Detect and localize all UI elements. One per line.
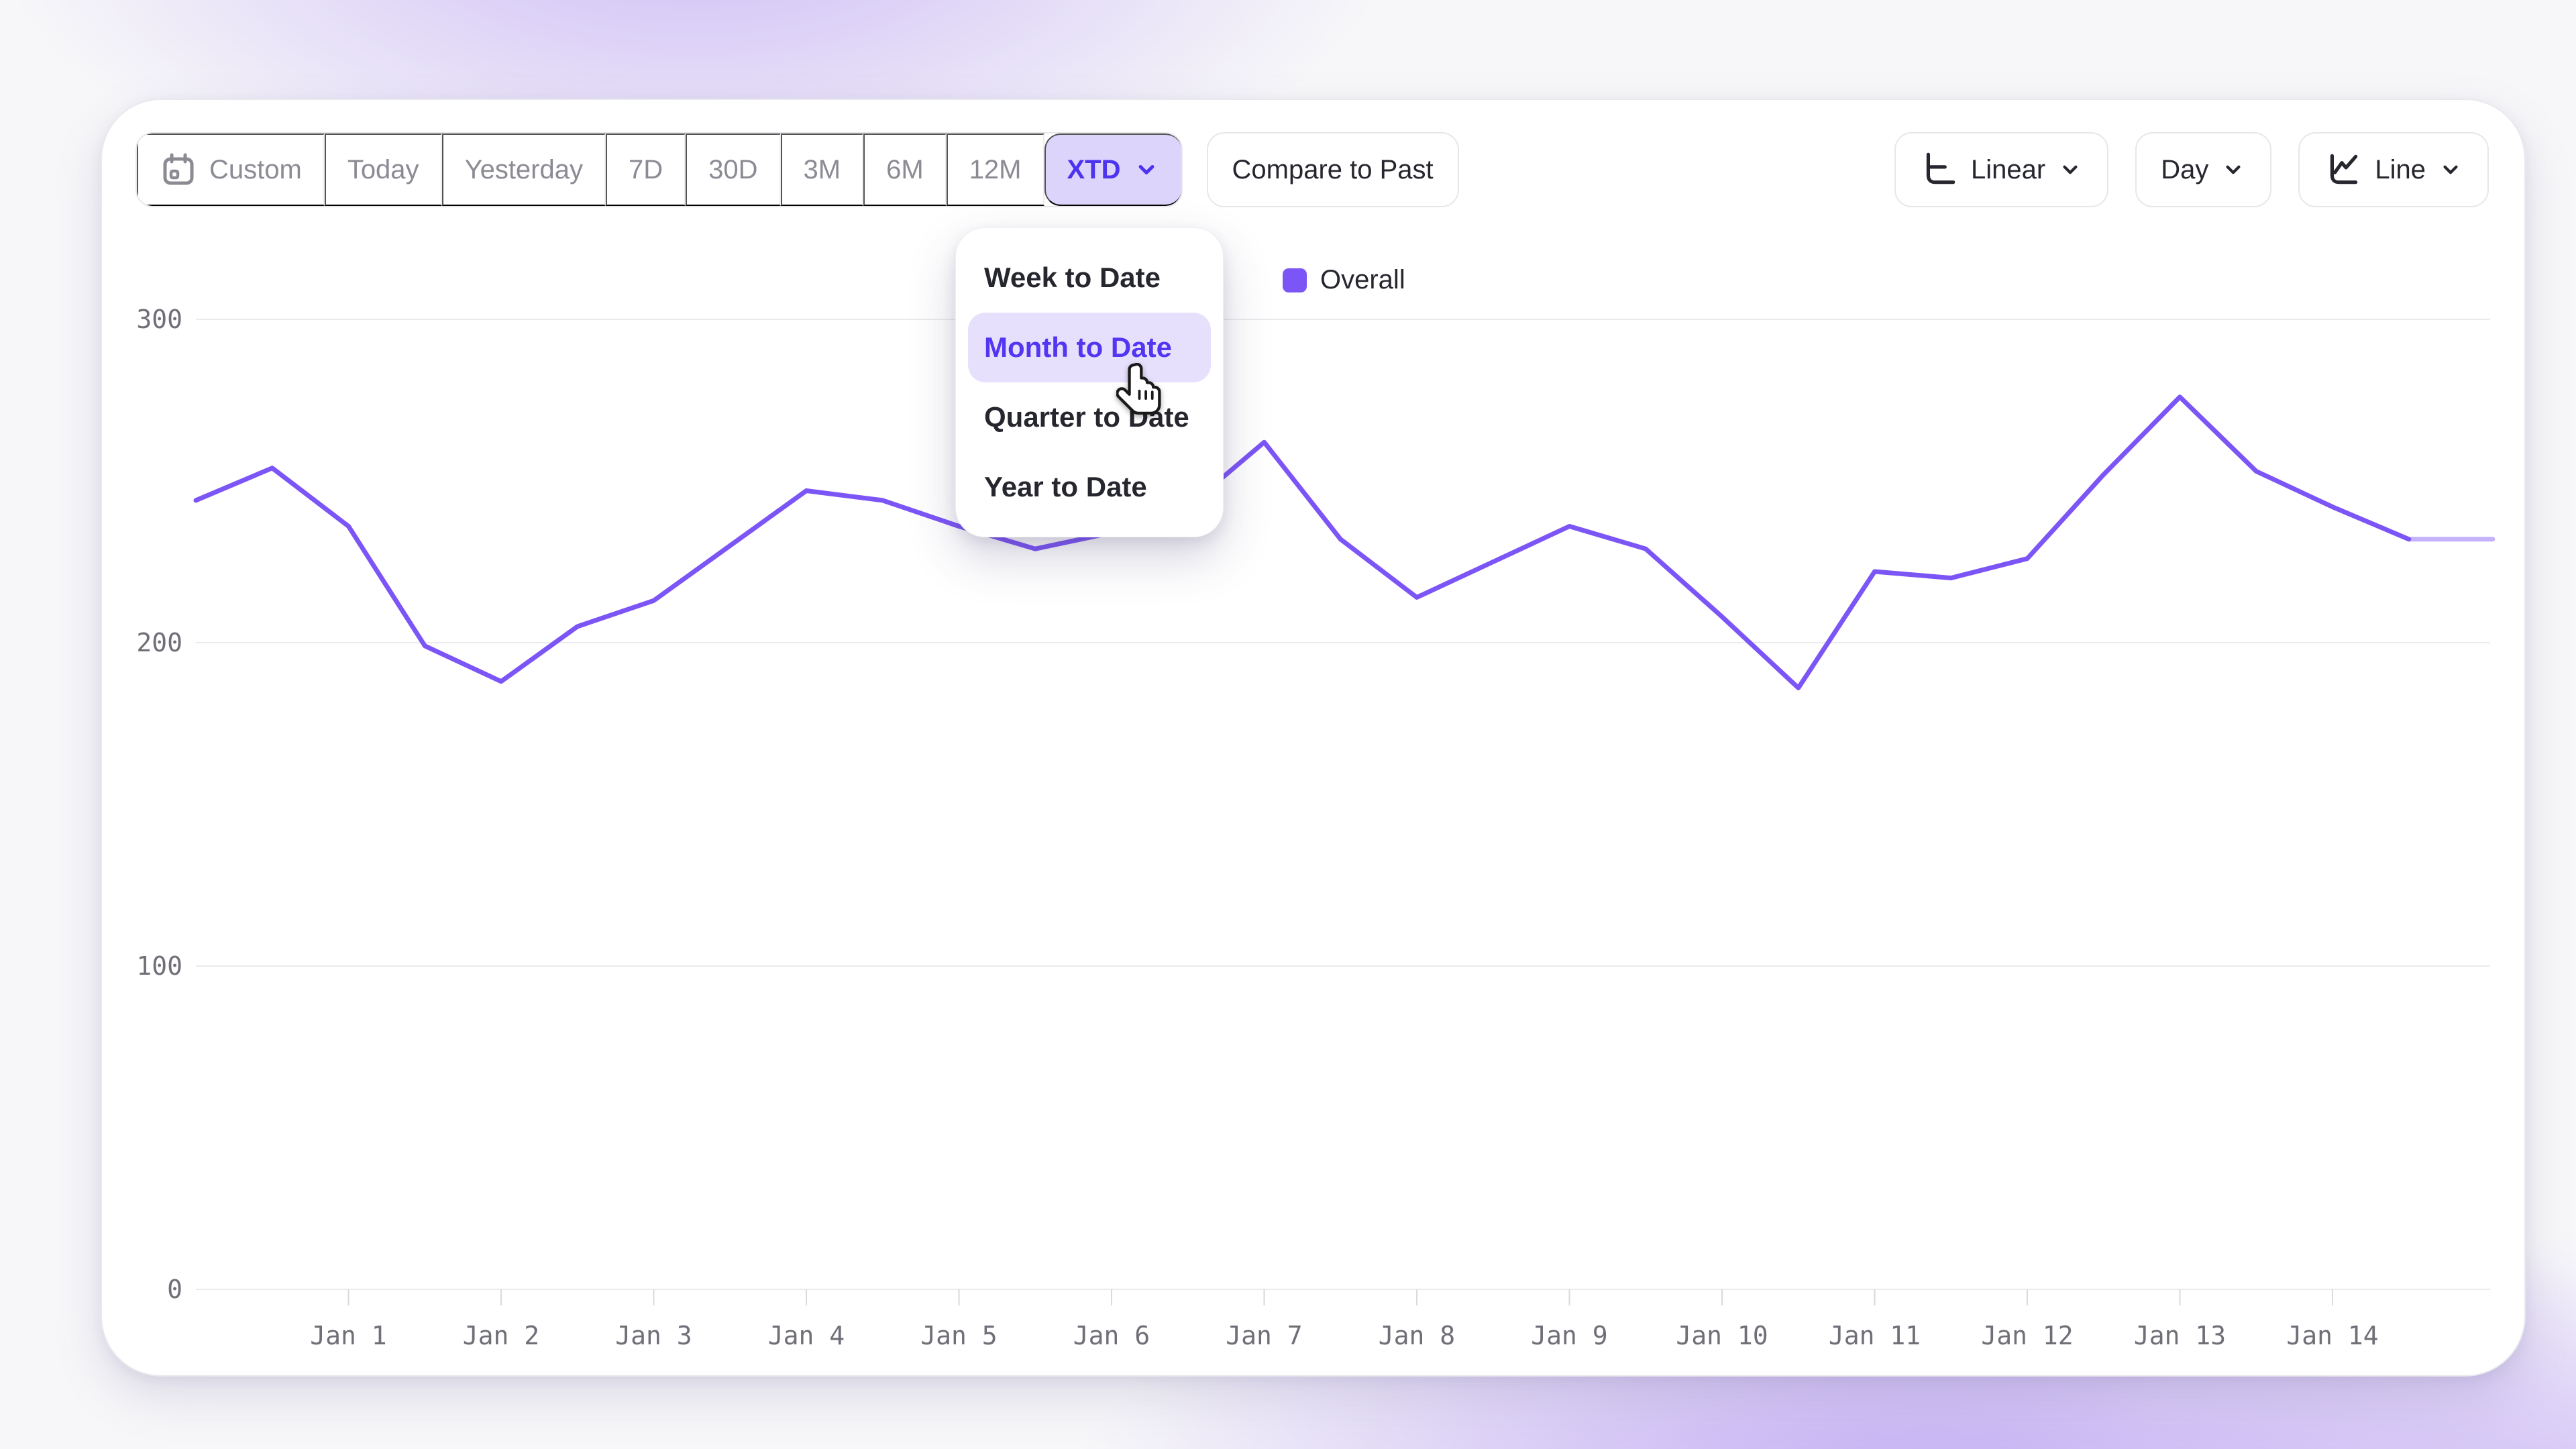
range-button-label: 6M [886, 154, 924, 184]
overall-series-line [193, 394, 2412, 690]
chart-legend: Overall [1283, 265, 1405, 295]
x-axis-label: Jan 10 [1676, 1321, 1768, 1350]
y-axis-label-0: 0 [167, 1275, 182, 1304]
date-range-dropdown-menu: Week to Date Month to Date Quarter to Date… [955, 227, 1224, 537]
x-axis-label: Jan 2 [463, 1321, 539, 1350]
x-axis-label: Jan 11 [1829, 1321, 1921, 1350]
line-chart: 0 100 200 300 Jan 1 Jan 2 Jan 3 Jan 4 Jan 5 Jan 6… [136, 305, 2496, 1350]
range-button-30d[interactable]: 30D [686, 133, 781, 206]
chevron-down-icon [1138, 165, 1154, 174]
range-button-12m[interactable]: 12M [946, 133, 1044, 206]
x-axis-label: Jan 12 [1981, 1321, 2073, 1350]
x-axis-label: Jan 5 [920, 1321, 997, 1350]
y-axis-label-300: 300 [136, 305, 182, 334]
range-button-7d[interactable]: 7D [606, 133, 686, 206]
x-axis-label: Jan 14 [2286, 1321, 2378, 1350]
interval-label: Day [2161, 154, 2209, 184]
chart-type-label: Line [2375, 154, 2426, 184]
calendar-icon [163, 153, 194, 185]
x-axis-label: Jan 4 [768, 1321, 845, 1350]
x-axis-label: Jan 7 [1226, 1321, 1302, 1350]
linear-scale-icon [1926, 152, 1955, 184]
range-button-xtd[interactable]: XTD [1044, 133, 1181, 206]
range-button-label: 7D [629, 154, 663, 184]
y-axis-label-200: 200 [136, 628, 182, 657]
chevron-down-icon [2443, 165, 2458, 174]
legend-swatch-overall [1283, 268, 1307, 292]
chart-type-dropdown-button[interactable]: Line [2298, 132, 2489, 207]
date-range-segmented-control: Custom Today Yesterday 7D 30D 3M 6M 12M XTD [136, 132, 1183, 207]
scale-label: Linear [1971, 154, 2046, 184]
range-button-label: Yesterday [464, 154, 583, 184]
chevron-down-icon [2063, 165, 2078, 174]
x-axis-label: Jan 8 [1379, 1321, 1455, 1350]
range-button-label: Today [347, 154, 419, 184]
range-button-6m[interactable]: 6M [863, 133, 947, 206]
range-button-today[interactable]: Today [324, 133, 442, 206]
dropdown-item-week-to-date[interactable]: Week to Date [984, 262, 1161, 293]
legend-label-overall: Overall [1320, 265, 1405, 294]
range-button-label: XTD [1067, 154, 1121, 184]
x-axis-label: Jan 6 [1073, 1321, 1150, 1350]
chart-toolbar: Custom Today Yesterday 7D 30D 3M 6M 12M XTD Comp… [136, 132, 2489, 207]
range-button-3m[interactable]: 3M [780, 133, 864, 206]
range-button-label: Custom [209, 154, 302, 184]
dropdown-item-quarter-to-date[interactable]: Quarter to Date [984, 401, 1189, 433]
x-axis-label: Jan 9 [1531, 1321, 1607, 1350]
dropdown-item-month-to-date[interactable]: Month to Date [968, 313, 1211, 382]
scale-dropdown-button[interactable]: Linear [1894, 132, 2109, 207]
range-button-yesterday[interactable]: Yesterday [441, 133, 606, 206]
interval-dropdown-button[interactable]: Day [2135, 132, 2272, 207]
compare-to-past-button[interactable]: Compare to Past [1206, 132, 1459, 207]
line-chart-icon [2330, 154, 2358, 184]
range-button-label: 12M [969, 154, 1022, 184]
x-axis-label: Jan 1 [310, 1321, 386, 1350]
x-axis-label: Jan 3 [615, 1321, 692, 1350]
compare-to-past-label: Compare to Past [1232, 154, 1434, 184]
chart-card: Custom Today Yesterday 7D 30D 3M 6M 12M XTD Comp… [101, 99, 2526, 1377]
x-axis-label: Jan 13 [2134, 1321, 2226, 1350]
range-button-label: 3M [803, 154, 841, 184]
chevron-down-icon [2226, 165, 2241, 174]
y-axis-label-100: 100 [136, 951, 182, 981]
range-button-custom[interactable]: Custom [137, 133, 325, 206]
range-button-label: 30D [708, 154, 758, 184]
dropdown-item-year-to-date[interactable]: Year to Date [984, 471, 1147, 502]
toolbar-right-group: Linear Day Line [1894, 132, 2489, 207]
hand-pointer-cursor [1116, 363, 1161, 415]
